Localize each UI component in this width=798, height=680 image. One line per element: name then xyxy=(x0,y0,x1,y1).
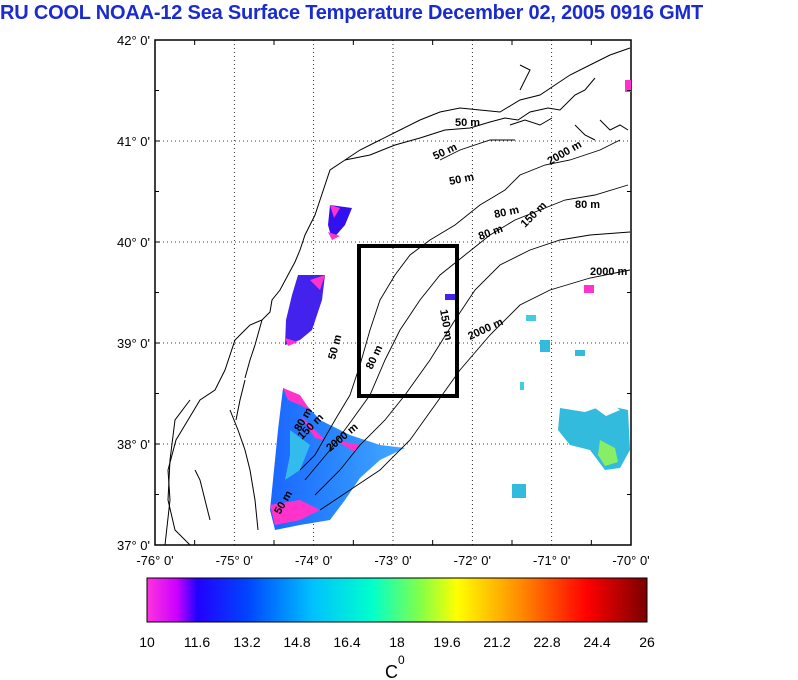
lat-tick-label: 40° 0' xyxy=(117,235,150,250)
sst-east-spot-1 xyxy=(540,340,550,352)
lat-tick-label: 41° 0' xyxy=(117,134,150,149)
lon-tick-label: -72° 0' xyxy=(454,553,491,568)
lat-tick-label: 42° 0' xyxy=(117,33,150,48)
colorbar-tick-label: 13.2 xyxy=(233,634,260,650)
colorbar-tick-label: 18 xyxy=(389,634,405,650)
sst-data xyxy=(270,80,631,530)
colorbar-unit-label: C xyxy=(385,662,398,680)
colorbar-tick-label: 22.8 xyxy=(533,634,560,650)
sst-plume-south xyxy=(270,388,405,530)
sst-pink-edges xyxy=(270,388,360,525)
colorbar-tick-label: 16.4 xyxy=(333,634,360,650)
contour-label: 150 m xyxy=(437,308,454,341)
lon-tick-label: -76° 0' xyxy=(136,553,173,568)
graticule xyxy=(155,40,631,545)
lon-tick-label: -73° 0' xyxy=(374,553,411,568)
lon-tick-label: -75° 0' xyxy=(216,553,253,568)
sst-ny-patch-edge xyxy=(328,205,340,240)
sst-east-spot-3 xyxy=(526,315,536,321)
sst-nj-strip xyxy=(285,275,325,345)
colorbar-tick-label: 10 xyxy=(139,634,155,650)
sst-east-spot-2 xyxy=(512,484,526,498)
sst-east-patch-3 xyxy=(595,402,620,416)
sst-east-patch-2 xyxy=(598,440,618,466)
contour-label: 50 m xyxy=(448,171,475,188)
sst-east-spot-7 xyxy=(520,382,524,390)
colorbar-tick-label: 11.6 xyxy=(184,634,210,650)
contour-label: 80 m xyxy=(575,199,600,211)
lat-tick-label: 39° 0' xyxy=(117,336,150,351)
colorbar-tick-label: 24.4 xyxy=(583,634,610,650)
sst-spot xyxy=(445,294,455,300)
lat-tick-label: 38° 0' xyxy=(117,437,150,452)
contour-label: 2000 m xyxy=(590,266,628,278)
contour-label: 50 m xyxy=(455,117,480,129)
sst-plume-cyan xyxy=(285,430,310,480)
colorbar-tick-label: 26 xyxy=(639,634,655,650)
colorbar-unit-superscript: 0 xyxy=(398,653,405,667)
colorbar-tick-label: 21.2 xyxy=(483,634,510,650)
coastline xyxy=(164,47,631,545)
lon-tick-label: -74° 0' xyxy=(295,553,332,568)
colorbar-tick-label: 14.8 xyxy=(283,634,310,650)
page-title: RU COOL NOAA-12 Sea Surface Temperature … xyxy=(0,2,704,24)
longitude-axis: -76° 0' -75° 0' -74° 0' -73° 0' -72° 0' -71° … xyxy=(136,40,650,568)
colorbar xyxy=(146,577,648,623)
sst-east-spot-6 xyxy=(575,350,585,356)
sst-east-spot-5 xyxy=(625,80,631,92)
sst-nj-strip-edge xyxy=(285,275,325,346)
sst-east-spot-4 xyxy=(584,285,594,293)
latitude-axis: 42° 0' 41° 0' 40° 0' 39° 0' 38° 0' 37° 0' xyxy=(117,33,631,553)
study-area-box xyxy=(357,244,459,398)
lon-tick-label: -71° 0' xyxy=(533,553,570,568)
colorbar-ticks: 10 11.6 13.2 14.8 16.4 18 19.6 21.2 22.8 24.4 26 xyxy=(139,634,655,650)
lat-tick-label: 37° 0' xyxy=(117,538,150,553)
lon-tick-label: -70° 0' xyxy=(612,553,649,568)
colorbar-tick-label: 19.6 xyxy=(433,634,460,650)
contour-label: 80 m xyxy=(493,204,520,221)
